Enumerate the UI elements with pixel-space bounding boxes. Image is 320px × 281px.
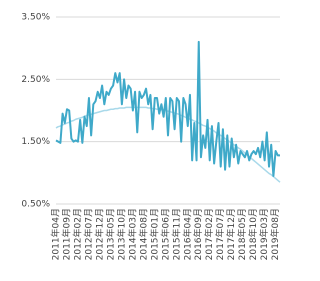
x-tick-label: 2019年03月: [258, 208, 270, 260]
y-tick-label: 1.50%: [21, 137, 50, 147]
x-tick-label: 2015年11月: [170, 208, 182, 260]
x-tick-label: 2017年07月: [214, 208, 226, 260]
page: {"chart_data": {"type": "line", "categor…: [21, 12, 282, 261]
x-tick-label: 2016年04月: [181, 208, 193, 260]
y-tick-label: 2.50%: [21, 75, 50, 85]
x-tick-label: 2018年10月: [247, 208, 259, 260]
x-tick-label: 2017年02月: [203, 208, 215, 260]
x-tick-label: 2017年12月: [225, 208, 237, 260]
x-tick-label: 2011年04月: [50, 208, 62, 260]
x-tick-label: 2013年05月: [104, 208, 116, 260]
x-tick-label: 2011年09月: [60, 208, 72, 260]
x-tick-label: 2016年09月: [192, 208, 204, 260]
y-tick-label: 3.50%: [21, 13, 50, 23]
x-tick-label: 2014年08月: [137, 208, 149, 260]
x-tick-label: 2012年12月: [93, 208, 105, 260]
x-tick-label: 2012年07月: [82, 208, 94, 260]
x-tick-label: 2019年08月: [269, 208, 281, 260]
x-tick-label: 2018年05月: [236, 208, 248, 260]
y-tick-label: 0.50%: [21, 200, 50, 210]
data-line: [55, 40, 280, 177]
x-tick-label: 2013年10月: [115, 208, 127, 260]
x-tick-label: 2015年06月: [159, 208, 171, 260]
x-tick-label: 2014年03月: [126, 208, 138, 260]
x-tick-label: 2015年01月: [148, 208, 160, 260]
x-tick-label: 2012年02月: [71, 208, 83, 260]
chart: 0.50%1.50%2.50%3.50%2011年04月 2011年09月 2012…: [21, 13, 281, 261]
